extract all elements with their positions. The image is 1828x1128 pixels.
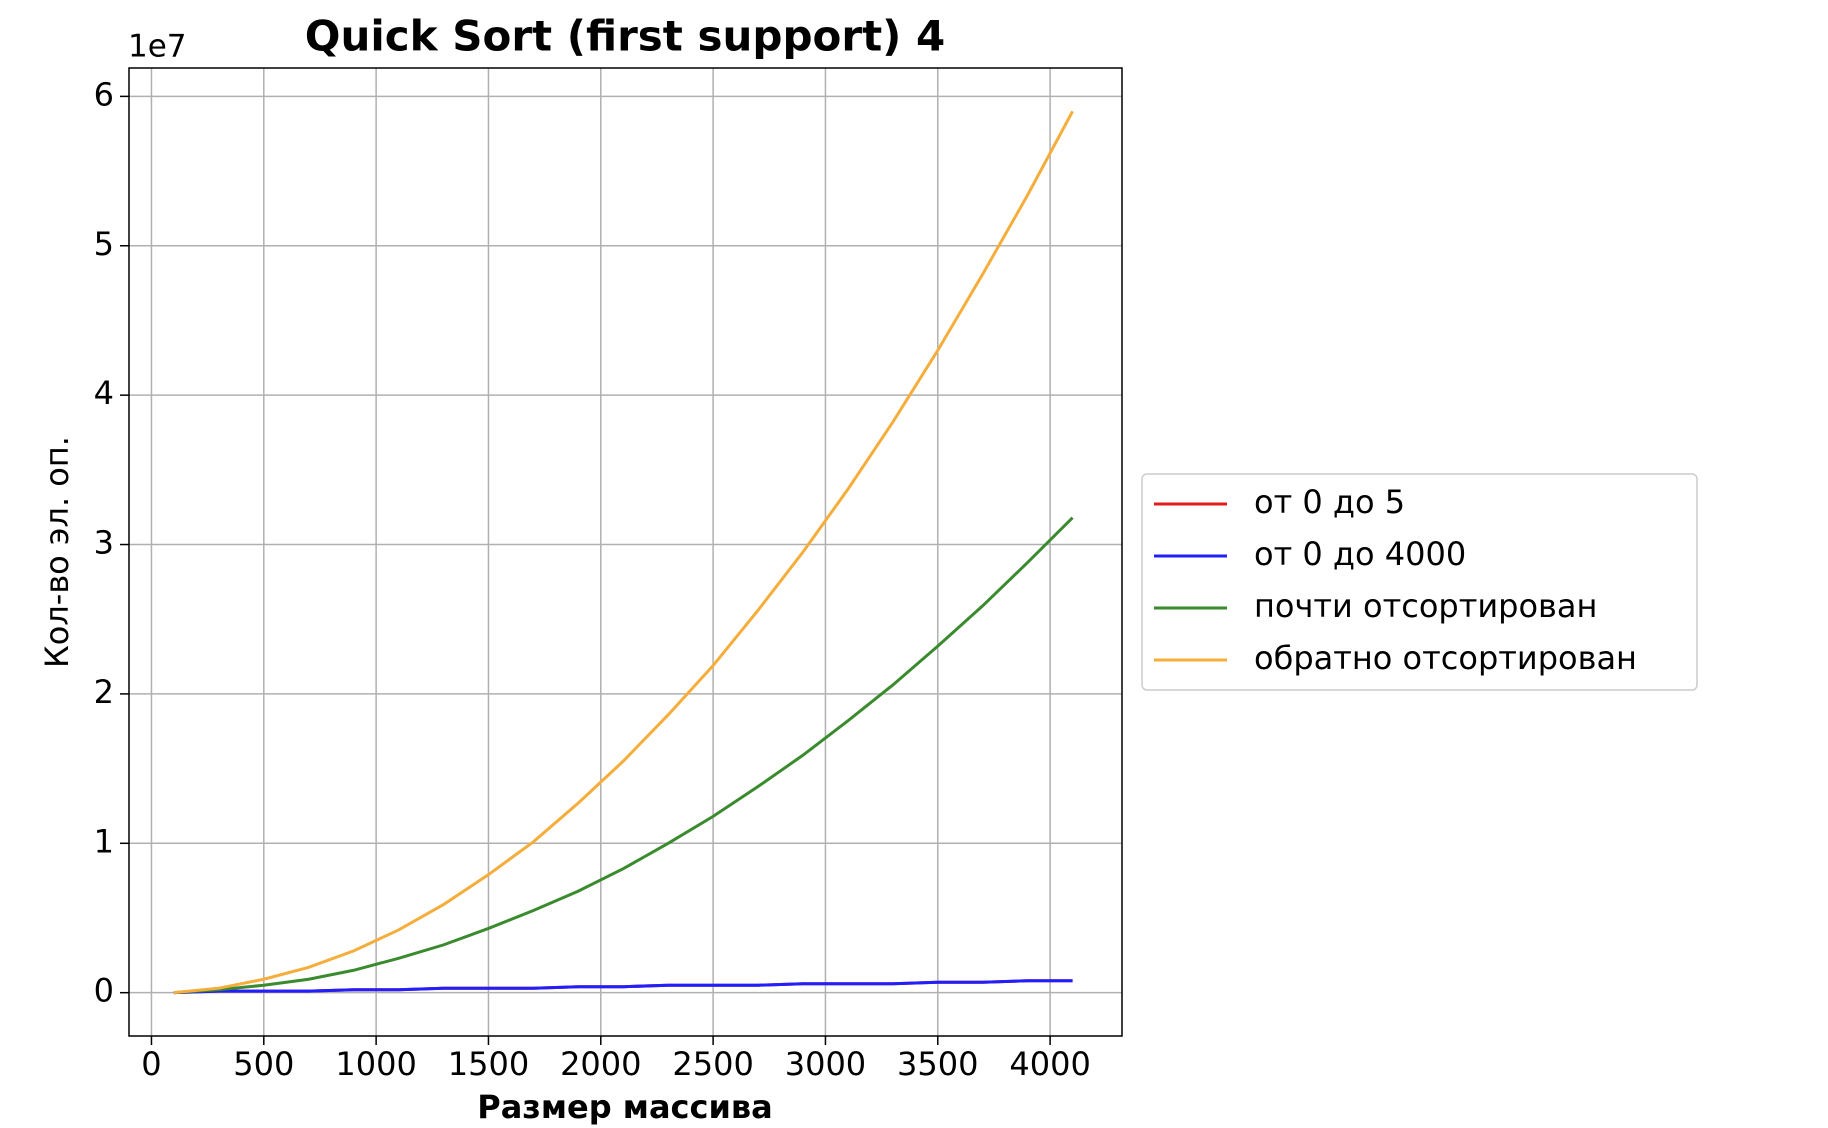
plot-frame	[128, 67, 1123, 1037]
y-tick-label: 6	[94, 75, 114, 113]
chart-title: Quick Sort (first support) 4	[305, 12, 945, 61]
y-tick-label: 1	[94, 822, 114, 860]
y-offset-label: 1e7	[128, 29, 187, 65]
legend-box	[1141, 473, 1698, 691]
x-tick-label: 2500	[672, 1045, 753, 1083]
y-tick-label: 2	[94, 673, 114, 711]
legend-label: от 0 до 5	[1254, 483, 1405, 521]
x-tick-label: 1500	[448, 1045, 529, 1083]
line-series	[173, 516, 1074, 995]
x-axis-label: Размер массива	[477, 1088, 773, 1126]
legend-label: от 0 до 4000	[1254, 535, 1466, 573]
x-tick-label: 500	[233, 1045, 294, 1083]
y-tick-label: 4	[94, 374, 114, 412]
line-series	[173, 110, 1074, 995]
y-tick-label: 5	[94, 225, 114, 263]
x-tick-label: 1000	[335, 1045, 416, 1083]
legend-label: обратно отсортирован	[1254, 639, 1637, 677]
line-series	[173, 979, 1073, 995]
x-tick-label: 0	[141, 1045, 161, 1083]
legend-label: почти отсортирован	[1254, 587, 1597, 625]
x-tick-label: 2000	[560, 1045, 641, 1083]
y-tick-label: 3	[94, 524, 114, 562]
x-tick-label: 4000	[1009, 1045, 1090, 1083]
x-tick-label: 3000	[785, 1045, 866, 1083]
y-tick-label: 0	[94, 972, 114, 1010]
y-axis-label: Кол-во эл. оп.	[38, 436, 76, 668]
x-tick-label: 3500	[897, 1045, 978, 1083]
